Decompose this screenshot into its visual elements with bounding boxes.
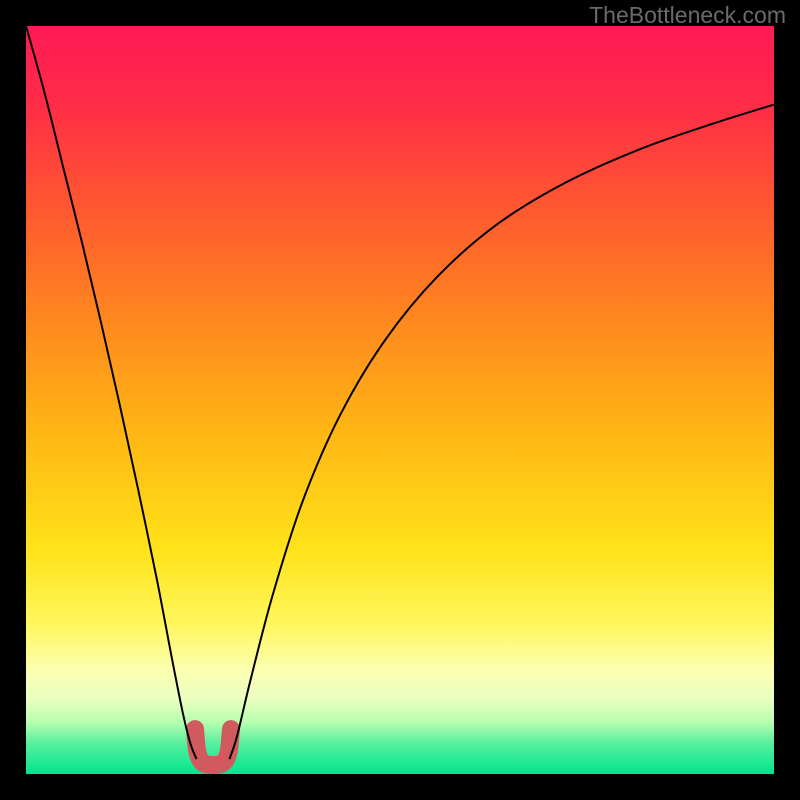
valley-highlight bbox=[195, 729, 231, 765]
left-curve bbox=[26, 26, 197, 759]
chart-frame: TheBottleneck.com bbox=[0, 0, 800, 800]
curve-layer bbox=[26, 26, 774, 774]
watermark-text: TheBottleneck.com bbox=[589, 2, 786, 29]
right-curve bbox=[229, 105, 774, 760]
